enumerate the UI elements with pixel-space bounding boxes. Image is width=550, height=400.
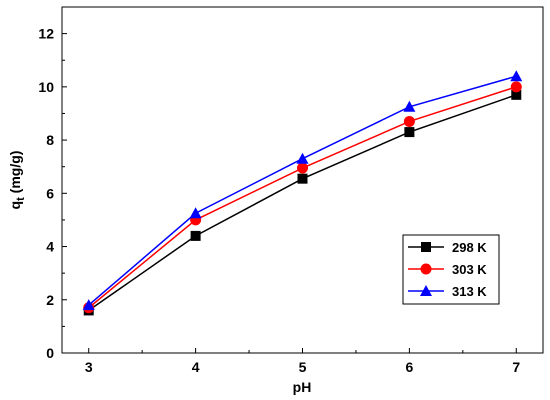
series-layer <box>82 70 523 316</box>
y-tick-label: 8 <box>46 132 54 148</box>
y-tick-label: 6 <box>46 185 54 201</box>
data-point <box>82 299 95 311</box>
x-tick-label: 5 <box>299 359 307 375</box>
data-point <box>511 89 522 100</box>
legend: 298 K 303 K 313 K <box>402 234 500 305</box>
legend-swatch-marker <box>421 242 431 252</box>
legend-label: 298 K <box>452 240 487 255</box>
y-axis-title-unit: (mg/g) <box>7 151 23 198</box>
data-point <box>404 127 415 138</box>
series-2 <box>82 70 523 311</box>
data-point <box>189 207 202 219</box>
y-tick-label: 2 <box>46 292 54 308</box>
data-point <box>296 152 309 164</box>
data-point <box>297 162 308 174</box>
legend-swatch-marker <box>420 285 432 296</box>
y-tick-label: 0 <box>46 345 54 361</box>
y-axis-title: qt (mg/g) <box>7 151 27 210</box>
data-point <box>190 230 201 241</box>
legend-swatch-marker <box>420 263 432 275</box>
data-point <box>403 100 416 112</box>
x-axis-title: pH <box>293 379 312 395</box>
x-tick-label: 6 <box>405 359 413 375</box>
legend-label: 313 K <box>452 284 487 299</box>
y-tick-label: 10 <box>38 79 54 95</box>
data-point <box>297 173 308 184</box>
y-axis-title-subscript: t <box>15 197 27 201</box>
x-tick-label: 3 <box>85 359 93 375</box>
x-tick-label: 7 <box>512 359 520 375</box>
y-axis-title-main: q <box>7 201 23 210</box>
data-point <box>403 115 415 127</box>
y-axis: 0 2 4 6 8 10 12 <box>38 26 67 361</box>
legend-label: 303 K <box>452 262 487 277</box>
data-point <box>510 81 522 93</box>
x-tick-label: 4 <box>192 359 200 375</box>
y-tick-label: 12 <box>38 26 54 42</box>
data-point <box>510 70 523 82</box>
x-axis: 3 4 5 6 7 <box>85 348 520 375</box>
y-tick-label: 4 <box>46 239 54 255</box>
